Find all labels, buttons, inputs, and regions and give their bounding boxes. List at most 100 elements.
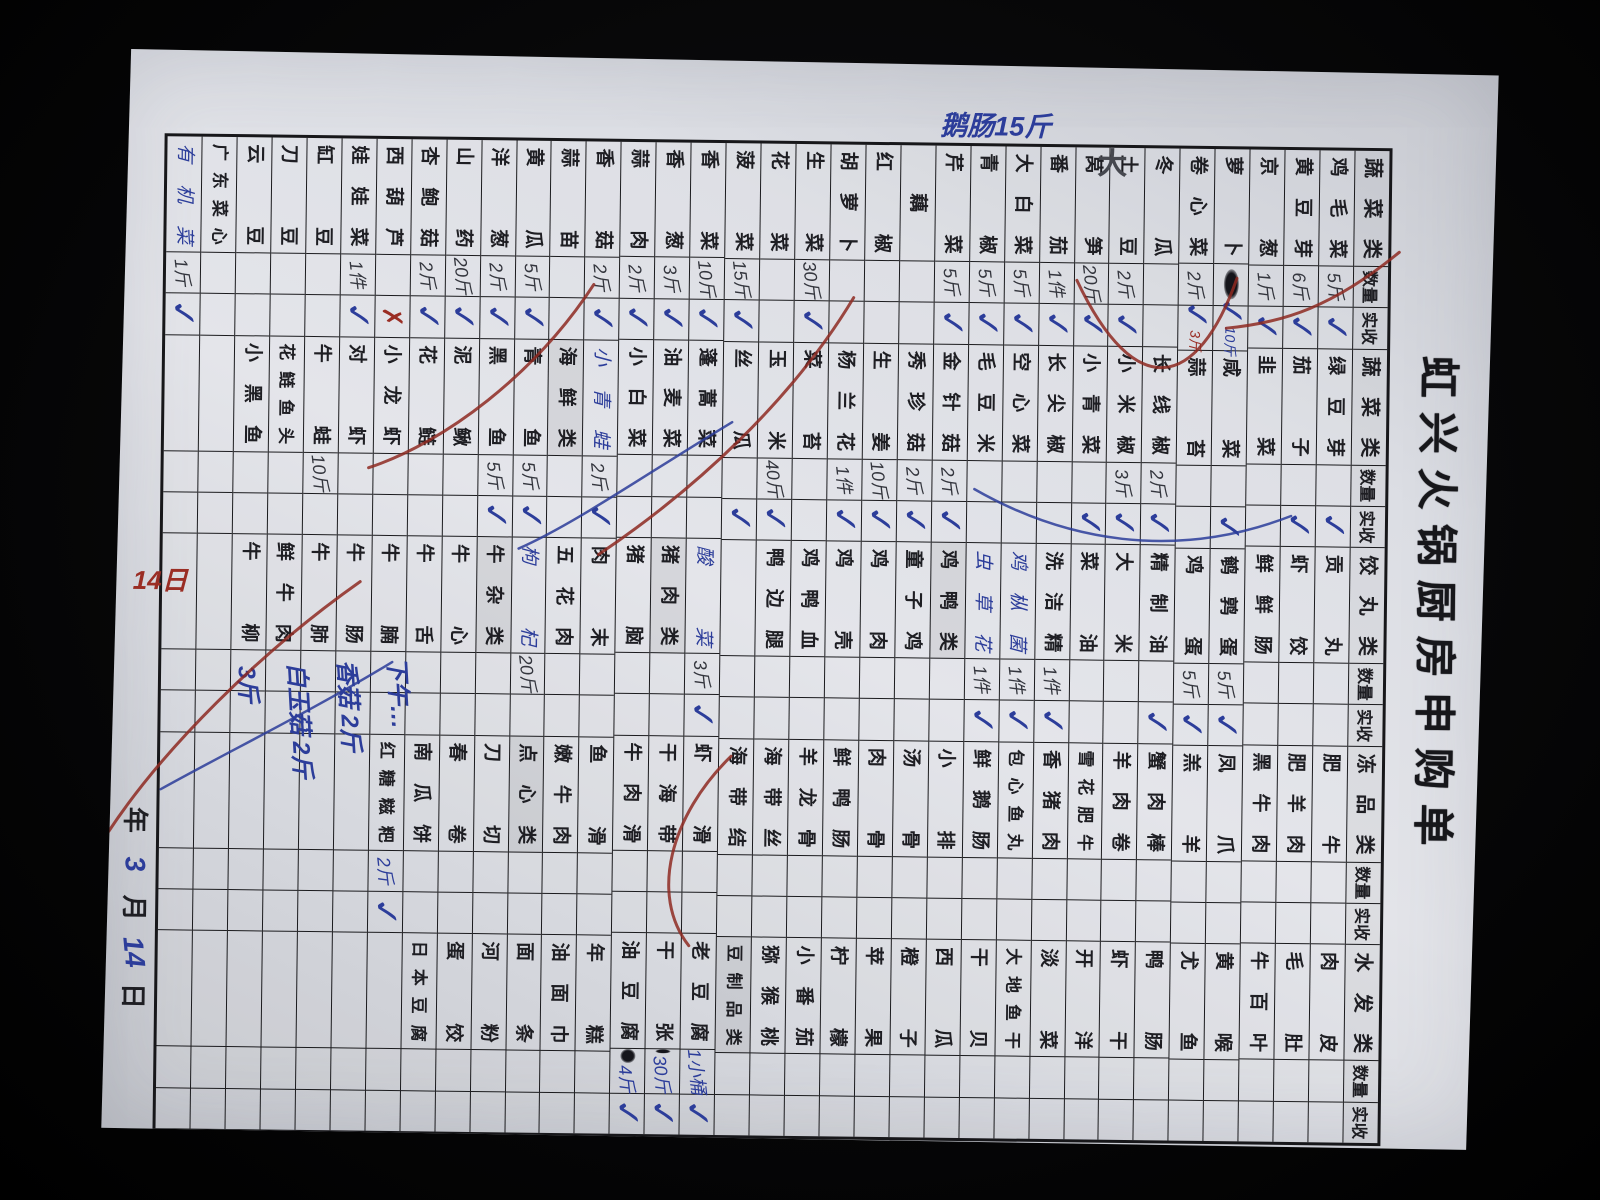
checkmark: ✓ — [511, 497, 549, 536]
recv-cell: ✓ — [610, 1094, 644, 1135]
recv-cell — [161, 691, 195, 733]
checkmark: ✓ — [1032, 702, 1071, 741]
qty-header: 数量 — [1349, 664, 1383, 706]
recv-cell — [435, 1091, 469, 1132]
qty-cell — [787, 856, 821, 898]
checkmark: ✓ — [683, 696, 722, 734]
item-cell: 嫩牛肉 — [543, 737, 578, 853]
item-cell: 枸杞 — [511, 538, 546, 654]
qty-cell — [545, 654, 579, 696]
item-cell: 雪花肥牛 — [1067, 743, 1102, 859]
item-cell: 鹌鹑蛋 — [1210, 549, 1245, 665]
recv-cell — [857, 898, 891, 940]
item-cell: 牛蛙 — [304, 337, 339, 453]
checkmark: ✓ — [1002, 305, 1041, 343]
qty-cell — [475, 653, 509, 695]
column-header: 饺丸类 — [1349, 548, 1384, 664]
recv-cell — [1206, 903, 1240, 945]
recv-cell — [792, 500, 826, 542]
section-header-cell: 牛杂类 — [476, 537, 511, 653]
qty-cell: 1件 — [999, 660, 1033, 702]
recv-cell — [687, 497, 721, 539]
recv-cell: ✓ — [757, 499, 791, 541]
checkmark: ✓ — [967, 304, 1006, 343]
item-cell: 海带丝 — [753, 739, 788, 855]
item-cell: 肉皮 — [1310, 945, 1345, 1061]
item-cell: 娃娃菜 — [341, 138, 376, 254]
recv-cell: ✓ — [680, 1094, 714, 1135]
item-cell — [331, 933, 366, 1049]
qty-cell: 2斤 — [1142, 463, 1176, 505]
recv-cell: ✓ — [1283, 307, 1317, 349]
item-cell: 香猪肉 — [1032, 743, 1067, 859]
qty-cell — [790, 657, 824, 699]
form-title: 虹兴火锅厨房申购单 — [1408, 355, 1463, 861]
qty-cell — [925, 1056, 959, 1098]
qty-cell — [1311, 862, 1345, 904]
item-cell: 干海带 — [648, 736, 683, 852]
qty-cell — [792, 458, 826, 500]
item-cell: 刀豆 — [271, 138, 306, 254]
checkmark: ✓ — [583, 300, 622, 338]
recv-cell — [365, 1090, 399, 1131]
scribble-line: 白玉菇 2斤 — [282, 661, 316, 780]
qty-cell — [261, 1048, 295, 1090]
recv-cell — [1309, 1102, 1343, 1143]
item-cell: 金针菇 — [933, 344, 968, 460]
qty-cell — [333, 850, 367, 892]
qty-cell — [648, 851, 682, 893]
item-cell: 花鲢鱼头 — [269, 336, 304, 452]
item-cell: 包心鱼丸 — [998, 742, 1033, 858]
qty-cell — [271, 253, 305, 295]
checkmark: ✓ — [618, 299, 657, 338]
recv-cell: ✓ — [515, 298, 549, 340]
recv-cell — [829, 302, 863, 344]
qty-cell — [653, 456, 687, 498]
checkmark: ✓ — [1137, 704, 1176, 742]
qty-cell — [1316, 465, 1350, 507]
recv-cell — [193, 890, 227, 932]
item-cell: 蓬蒿菜 — [688, 340, 723, 456]
recv-cell — [547, 497, 581, 539]
dimsum-scribble: 下午… 香菇 2斤 白玉菇 2斤 3斤 — [220, 656, 429, 837]
qty-cell — [540, 1051, 574, 1093]
item-cell: 牛柳 — [231, 534, 266, 650]
recv-cell — [889, 1097, 923, 1138]
item-cell — [162, 533, 197, 649]
qty-cell — [159, 848, 193, 890]
qty-cell — [296, 1048, 330, 1090]
qty-cell — [967, 461, 1001, 503]
qty-cell — [1244, 663, 1278, 705]
item-cell: 西瓜 — [925, 940, 960, 1056]
item-cell: 秀珍菇 — [898, 344, 933, 460]
qty-cell — [760, 259, 794, 301]
checkmark: ✓ — [1247, 308, 1286, 346]
item-cell: 苹果 — [855, 939, 890, 1055]
qty-cell — [306, 254, 340, 296]
qty-cell — [191, 1047, 225, 1089]
item-cell — [159, 732, 194, 848]
qty-cell — [1139, 661, 1173, 703]
checkmark: ✓ — [1070, 504, 1108, 543]
qty-cell: 1件 — [1034, 660, 1068, 702]
recv-cell — [373, 495, 407, 537]
item-cell: 蛋饺 — [436, 934, 471, 1050]
qty-cell — [865, 261, 899, 303]
recv-cell: ✓ — [1209, 705, 1243, 747]
item-cell: 卷心菜 — [1180, 149, 1215, 265]
item-cell: 京葱 — [1249, 149, 1284, 265]
recv-cell — [545, 695, 579, 737]
qty-cell: 1件 — [827, 459, 861, 501]
checkmark: ✓ — [643, 1095, 682, 1133]
recv-cell — [652, 497, 686, 539]
item-cell: 杏鲍菇 — [411, 139, 446, 255]
qty-cell: 2斤 — [480, 256, 514, 298]
recv-cell — [927, 899, 961, 941]
recv-cell — [473, 893, 507, 935]
qty-cell — [613, 851, 647, 893]
item-cell: 虾饺 — [1279, 547, 1314, 663]
recv-cell — [226, 1089, 260, 1130]
recv-cell — [1136, 901, 1170, 943]
qty-cell: 1件 — [1039, 263, 1073, 305]
